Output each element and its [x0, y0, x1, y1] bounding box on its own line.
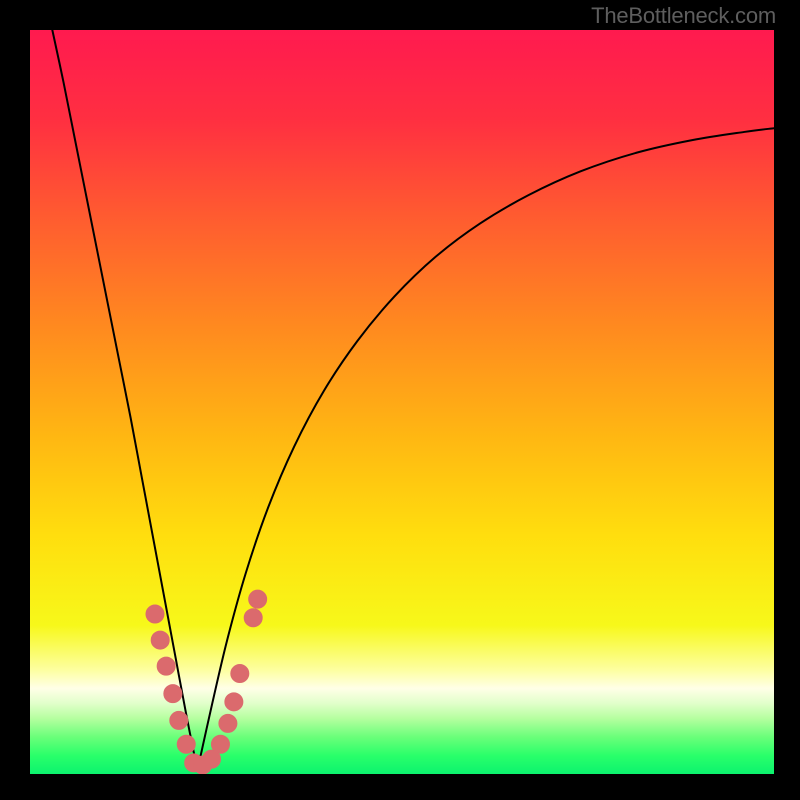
data-marker — [219, 714, 237, 732]
data-marker — [249, 590, 267, 608]
data-marker — [177, 735, 195, 753]
chart-container: TheBottleneck.com — [0, 0, 800, 800]
gradient-background — [30, 30, 774, 774]
data-marker — [231, 665, 249, 683]
data-marker — [157, 657, 175, 675]
data-marker — [151, 631, 169, 649]
data-marker — [211, 735, 229, 753]
data-marker — [225, 693, 243, 711]
data-marker — [170, 711, 188, 729]
data-marker — [164, 685, 182, 703]
data-marker — [146, 605, 164, 623]
bottleneck-chart — [0, 0, 800, 800]
data-marker — [244, 609, 262, 627]
